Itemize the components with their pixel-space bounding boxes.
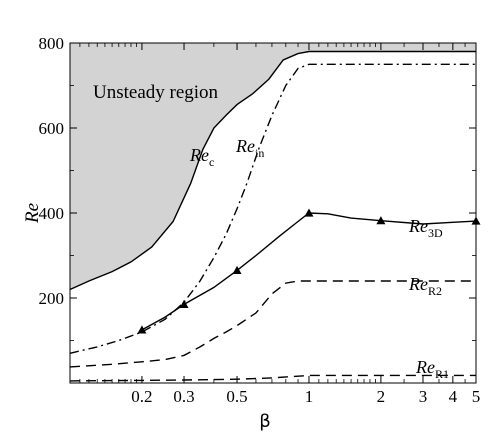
y-tick-label: 800 bbox=[39, 34, 65, 53]
y-axis-label: Re bbox=[22, 203, 43, 224]
x-tick-label: 4 bbox=[449, 387, 458, 406]
markers-layer bbox=[137, 208, 481, 334]
curve-Re3D bbox=[141, 212, 477, 331]
x-tick-label: 0.5 bbox=[226, 387, 247, 406]
series-label-Re3D: Re3D bbox=[408, 216, 443, 240]
curve-Rein bbox=[69, 63, 476, 354]
marker-Re3D bbox=[376, 216, 386, 225]
x-tick-label: 2 bbox=[377, 387, 386, 406]
series-label-ReR1: ReR1 bbox=[415, 357, 449, 381]
x-tick-label: 5 bbox=[472, 387, 481, 406]
labels-layer: Unsteady region β Re Rec Rein Re3D ReR2 ReR1 bbox=[22, 82, 449, 432]
curve-ReR1 bbox=[69, 374, 476, 382]
series-label-Rein: Rein bbox=[235, 136, 264, 160]
x-tick-label: 0.2 bbox=[131, 387, 152, 406]
x-tick-label: 1 bbox=[305, 387, 314, 406]
curves-layer bbox=[69, 50, 477, 382]
x-tick-label: 0.3 bbox=[173, 387, 194, 406]
marker-Re3D bbox=[137, 325, 147, 334]
x-tick-label: 3 bbox=[419, 387, 428, 406]
marker-Re3D bbox=[304, 208, 314, 217]
y-tick-label: 400 bbox=[39, 204, 65, 223]
unsteady-region-label: Unsteady region bbox=[93, 82, 219, 103]
marker-Re3D bbox=[232, 265, 242, 274]
unsteady-region bbox=[70, 43, 476, 290]
series-label-ReR2: ReR2 bbox=[408, 274, 442, 298]
x-axis-label: β bbox=[259, 411, 271, 432]
unsteady-region-fill-layer bbox=[70, 43, 476, 290]
ticks-layer: 0.2 0.3 0.5 1 2 3 4 5 200 400 600 800 bbox=[39, 34, 481, 406]
marker-Re3D bbox=[179, 299, 189, 308]
y-tick-label: 200 bbox=[39, 289, 65, 308]
series-label-Rec: Rec bbox=[189, 145, 214, 169]
curve-Rec bbox=[69, 50, 476, 291]
y-tick-label: 600 bbox=[39, 119, 65, 138]
curve-ReR2 bbox=[69, 280, 476, 368]
